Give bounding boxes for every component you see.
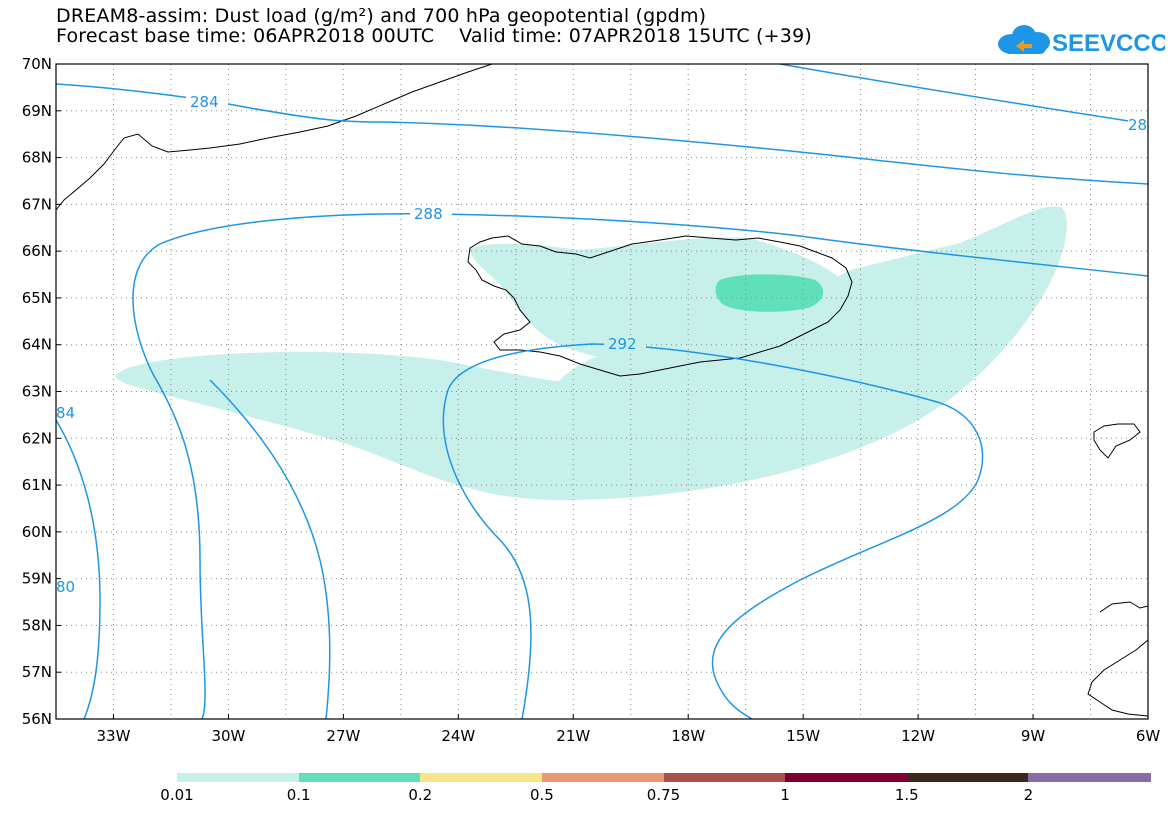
lon-label: 21W: [556, 727, 590, 745]
cloud-icon: [998, 25, 1050, 54]
coastline-scotland: [1087, 601, 1148, 717]
dust-area-moderate: [715, 274, 824, 312]
lat-label: 63N: [22, 383, 52, 401]
dust-area-low: [115, 206, 1067, 500]
lat-label: 64N: [22, 336, 52, 354]
colorbar-label: 0.2: [408, 786, 433, 804]
lon-label: 6W: [1136, 727, 1161, 745]
contour-288: [439, 213, 1148, 277]
dust-area-iceland: [470, 237, 844, 363]
colorbar-label: 2: [1023, 786, 1034, 804]
lat-label: 56N: [22, 710, 52, 728]
colorbar-segment: [785, 773, 908, 782]
contour-284-west: [56, 419, 101, 719]
colorbar-segment: [1028, 773, 1151, 782]
lat-label: 61N: [22, 476, 52, 494]
lat-label: 62N: [22, 429, 52, 447]
map-axes: 70N 69N 68N 67N 66N 65N 64N 63N 62N 61N 60N 59N 58N 5…: [22, 55, 1161, 745]
map-title: DREAM8-assim: Dust load (g/m²) and 700 h…: [56, 5, 707, 27]
colorbar-label: 1.5: [894, 786, 919, 804]
contour-label-288: 288: [414, 205, 443, 223]
lon-label: 9W: [1021, 727, 1046, 745]
contour-label-280-west: 80: [56, 578, 75, 596]
contour-292: [442, 343, 984, 719]
colorbar-segment: [298, 773, 421, 782]
coastline-iceland: [467, 235, 853, 377]
contour-label-280-east: 28: [1128, 116, 1147, 134]
lat-label: 59N: [22, 570, 52, 588]
colorbar-segment: [663, 773, 786, 782]
colorbar-label: 0.01: [160, 786, 194, 804]
contour-label-284: 284: [190, 93, 219, 111]
colorbar-segment: [541, 773, 664, 782]
contour-label-292: 292: [608, 335, 637, 353]
contour-label-284-west: 84: [56, 404, 75, 422]
lon-label: 15W: [786, 727, 820, 745]
contour-288-west: [209, 379, 331, 719]
lon-label: 30W: [211, 727, 245, 745]
lon-label: 18W: [671, 727, 705, 745]
forecast-times: Forecast base time: 06APR2018 00UTC Vali…: [56, 25, 812, 47]
coastline-faroes: [1093, 423, 1141, 459]
colorbar-segment: [906, 773, 1029, 782]
lat-label: 65N: [22, 289, 52, 307]
lat-label: 67N: [22, 195, 52, 213]
coastline-greenland: [56, 64, 493, 211]
lat-label: 57N: [22, 663, 52, 681]
colorbar-label: 1: [780, 786, 790, 804]
lat-label: 58N: [22, 616, 52, 634]
lat-label: 68N: [22, 149, 52, 167]
graticule: [56, 64, 1148, 719]
colorbar-label: 0.75: [646, 786, 681, 804]
lat-label: 70N: [22, 55, 52, 73]
colorbar-segment: [420, 773, 543, 782]
contour-288-loop: [132, 213, 441, 719]
lat-label: 66N: [22, 242, 52, 260]
lon-label: 12W: [901, 727, 935, 745]
lon-label: 24W: [441, 727, 475, 745]
colorbar-label: 0.5: [529, 786, 554, 804]
lat-label: 69N: [22, 102, 52, 120]
contour-280-north: [779, 64, 1148, 125]
colorbar-label: 0.1: [286, 786, 311, 804]
lon-label: 27W: [326, 727, 360, 745]
logo-text: SEEVCCC: [1052, 30, 1165, 57]
colorbar-segment: [177, 773, 300, 782]
lon-label: 33W: [97, 727, 131, 745]
seevccc-logo: SEEVCCC: [998, 25, 1165, 57]
coastlines: [56, 64, 1148, 717]
lat-label: 60N: [22, 523, 52, 541]
